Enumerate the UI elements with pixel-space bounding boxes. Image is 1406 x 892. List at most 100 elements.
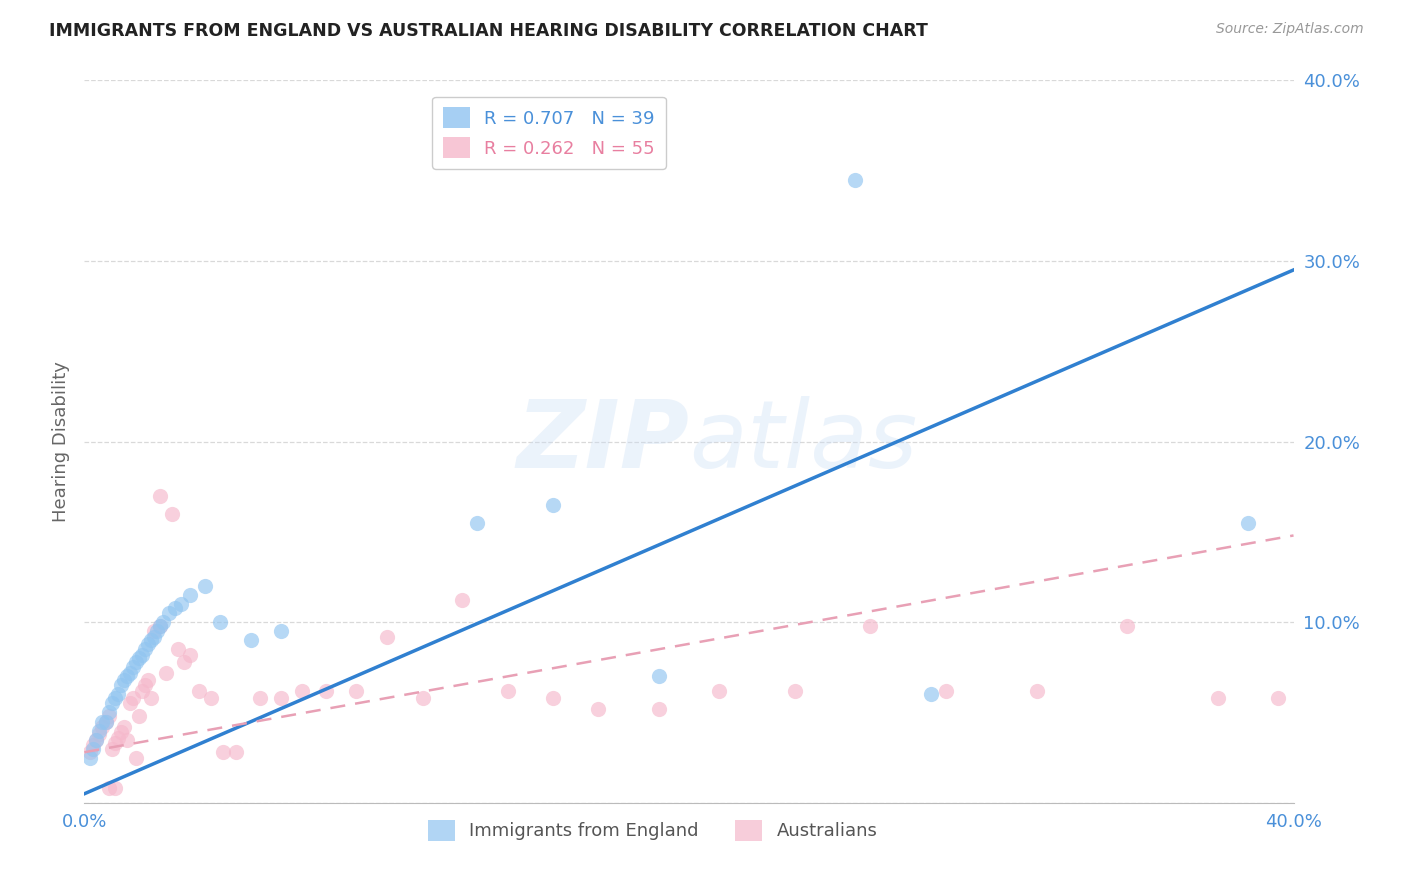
Point bbox=[128, 709, 150, 723]
Point bbox=[89, 727, 111, 741]
Point bbox=[709, 683, 731, 698]
Point bbox=[104, 736, 127, 750]
Point bbox=[112, 673, 135, 687]
Point bbox=[648, 669, 671, 683]
Point bbox=[541, 498, 564, 512]
Point bbox=[136, 673, 159, 687]
Point bbox=[79, 745, 101, 759]
Point bbox=[149, 619, 172, 633]
Point bbox=[131, 648, 153, 662]
Point bbox=[200, 691, 222, 706]
Point bbox=[467, 516, 489, 530]
Point bbox=[110, 678, 132, 692]
Point bbox=[1206, 691, 1229, 706]
Point bbox=[125, 750, 148, 764]
Point bbox=[179, 648, 201, 662]
Point bbox=[315, 683, 337, 698]
Point bbox=[160, 507, 183, 521]
Point bbox=[291, 683, 314, 698]
Point bbox=[136, 637, 159, 651]
Point bbox=[82, 738, 104, 752]
Point bbox=[121, 691, 143, 706]
Point bbox=[188, 683, 211, 698]
Point bbox=[118, 697, 141, 711]
Point bbox=[346, 683, 368, 698]
Point bbox=[134, 678, 156, 692]
Point bbox=[104, 781, 127, 796]
Point bbox=[107, 687, 129, 701]
Point bbox=[167, 642, 190, 657]
Point bbox=[859, 619, 882, 633]
Point bbox=[1237, 516, 1260, 530]
Point bbox=[173, 655, 195, 669]
Point bbox=[100, 741, 122, 756]
Text: ZIP: ZIP bbox=[516, 395, 689, 488]
Point bbox=[125, 655, 148, 669]
Point bbox=[157, 606, 180, 620]
Point bbox=[152, 615, 174, 630]
Point bbox=[91, 720, 114, 734]
Point bbox=[89, 723, 111, 738]
Point bbox=[239, 633, 262, 648]
Point bbox=[451, 593, 474, 607]
Point bbox=[97, 706, 120, 720]
Point bbox=[225, 745, 247, 759]
Point bbox=[115, 669, 138, 683]
Point bbox=[1267, 691, 1289, 706]
Point bbox=[86, 732, 108, 747]
Point bbox=[146, 624, 169, 639]
Point bbox=[128, 651, 150, 665]
Point bbox=[110, 725, 132, 739]
Point bbox=[194, 579, 217, 593]
Point bbox=[142, 630, 165, 644]
Point bbox=[112, 720, 135, 734]
Point bbox=[107, 731, 129, 745]
Point bbox=[1025, 683, 1047, 698]
Point bbox=[270, 624, 292, 639]
Text: IMMIGRANTS FROM ENGLAND VS AUSTRALIAN HEARING DISABILITY CORRELATION CHART: IMMIGRANTS FROM ENGLAND VS AUSTRALIAN HE… bbox=[49, 22, 928, 40]
Point bbox=[179, 588, 201, 602]
Point bbox=[1116, 619, 1139, 633]
Point bbox=[142, 624, 165, 639]
Point bbox=[104, 691, 127, 706]
Point bbox=[165, 600, 187, 615]
Point bbox=[100, 697, 122, 711]
Point bbox=[920, 687, 942, 701]
Point bbox=[209, 615, 232, 630]
Point bbox=[541, 691, 564, 706]
Point bbox=[91, 714, 114, 729]
Point bbox=[131, 683, 153, 698]
Point bbox=[118, 665, 141, 680]
Text: Source: ZipAtlas.com: Source: ZipAtlas.com bbox=[1216, 22, 1364, 37]
Point bbox=[149, 619, 172, 633]
Point bbox=[375, 630, 398, 644]
Point bbox=[94, 714, 117, 729]
Point bbox=[121, 660, 143, 674]
Point bbox=[115, 732, 138, 747]
Point bbox=[149, 489, 172, 503]
Point bbox=[496, 683, 519, 698]
Point bbox=[648, 702, 671, 716]
Point bbox=[86, 732, 108, 747]
Point bbox=[155, 665, 177, 680]
Point bbox=[212, 745, 235, 759]
Y-axis label: Hearing Disability: Hearing Disability bbox=[52, 361, 70, 522]
Point bbox=[97, 781, 120, 796]
Point bbox=[82, 741, 104, 756]
Point bbox=[935, 683, 957, 698]
Point bbox=[249, 691, 271, 706]
Text: atlas: atlas bbox=[689, 396, 917, 487]
Point bbox=[270, 691, 292, 706]
Point bbox=[412, 691, 434, 706]
Point bbox=[588, 702, 610, 716]
Point bbox=[139, 691, 162, 706]
Point bbox=[139, 633, 162, 648]
Legend: Immigrants from England, Australians: Immigrants from England, Australians bbox=[420, 813, 884, 848]
Point bbox=[783, 683, 806, 698]
Point bbox=[79, 750, 101, 764]
Point bbox=[170, 597, 193, 611]
Point bbox=[134, 642, 156, 657]
Point bbox=[97, 709, 120, 723]
Point bbox=[94, 714, 117, 729]
Point bbox=[844, 172, 866, 186]
